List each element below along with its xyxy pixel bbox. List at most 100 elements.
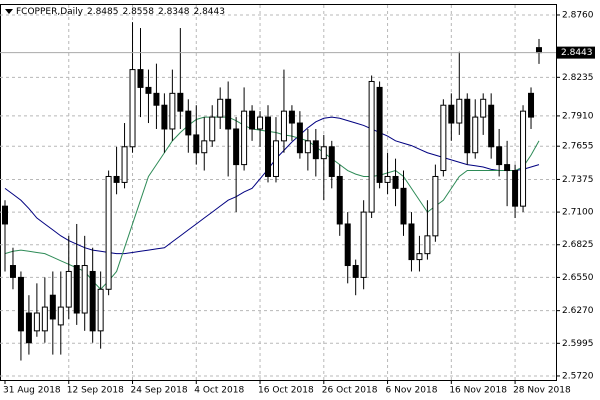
y-tick-label: 2.8235 [562, 73, 594, 83]
x-tick-label: 4 Oct 2018 [194, 386, 244, 396]
y-tick-label: 2.8760 [562, 10, 594, 20]
candles [2, 22, 542, 361]
candle-body [9, 265, 16, 278]
candle-body [97, 288, 104, 332]
candle-body [384, 175, 391, 183]
symbol: FCOPPER,Daily [16, 7, 84, 17]
plot-frame [0, 4, 557, 381]
candle-body [432, 175, 439, 237]
candle-body [360, 211, 367, 278]
candle-body [185, 110, 192, 136]
candle-body [496, 146, 503, 166]
candle-body [25, 312, 32, 344]
candle-body [352, 265, 359, 278]
candle-body [137, 69, 144, 88]
candle-body [408, 223, 415, 261]
candle-body [57, 306, 64, 326]
candle-body [177, 92, 184, 112]
ma-line [4, 116, 540, 255]
candle-body [392, 175, 399, 189]
candle-body [344, 223, 351, 267]
candle-body [2, 205, 8, 225]
candle-body [480, 98, 487, 118]
y-tick-label: 2.5995 [562, 339, 594, 349]
candle-body [304, 140, 311, 154]
x-tick-label: 6 Nov 2018 [386, 386, 438, 396]
x-tick-label: 16 Oct 2018 [258, 386, 314, 396]
candle-body [201, 140, 208, 154]
header-marker [5, 9, 13, 14]
candle-body [272, 140, 279, 177]
candle-body [217, 98, 224, 118]
candle-body [336, 175, 343, 225]
y-tick-label: 2.7100 [562, 208, 594, 218]
y-tick-label: 2.6550 [562, 273, 594, 283]
y-tick-label: 2.5720 [562, 371, 594, 381]
x-tick-label: 31 Aug 2018 [3, 386, 61, 396]
candle-body [249, 110, 256, 130]
y-tick-label: 2.7910 [562, 111, 594, 121]
candle-body [241, 110, 248, 166]
candle-body [65, 270, 72, 308]
candle-body [328, 146, 335, 177]
candle-body [456, 98, 463, 124]
grid [0, 5, 556, 380]
last-low: 2.8348 [158, 7, 190, 17]
candle-body [89, 270, 96, 332]
candle-body [376, 86, 383, 183]
candle-body [400, 187, 407, 225]
candle-body [169, 92, 176, 130]
candle-body [209, 116, 216, 142]
candle-body [193, 134, 200, 154]
x-tick-label: 12 Sep 2018 [67, 386, 124, 396]
candle-body [265, 116, 272, 177]
candle-body [472, 116, 479, 154]
candle-body [73, 265, 80, 314]
candle-body [312, 140, 319, 160]
candle-body [368, 80, 375, 213]
y-tick-label: 2.6825 [562, 240, 594, 250]
candle-body [440, 104, 447, 172]
price-label: 2.8443 [561, 48, 593, 58]
candle-body [280, 110, 287, 142]
last-open: 2.8485 [87, 7, 119, 17]
candle-body [424, 235, 431, 255]
candle-body [288, 110, 295, 124]
candle-body [296, 122, 303, 154]
last-high: 2.8558 [122, 7, 154, 17]
candle-body [416, 253, 423, 261]
x-tick-label: 28 Nov 2018 [513, 386, 571, 396]
y-tick-label: 2.6270 [562, 306, 594, 316]
candle-body [17, 276, 24, 332]
last-close: 2.8443 [193, 7, 225, 17]
candle-body [129, 69, 136, 148]
y-tick-label: 2.7375 [562, 175, 594, 185]
candle-body [105, 175, 112, 290]
candle-body [504, 164, 511, 172]
candle-body [113, 175, 120, 183]
candle-body [33, 312, 40, 332]
candle-body [121, 146, 128, 183]
candle-body [535, 47, 542, 54]
candle-body [528, 92, 535, 118]
y-tick-label: 2.7655 [562, 142, 594, 152]
price-label-box [557, 46, 595, 59]
candle-body [225, 98, 232, 130]
candle-body [320, 146, 327, 160]
x-tick-label: 16 Nov 2018 [449, 386, 507, 396]
candle-body [161, 104, 168, 130]
candle-body [233, 128, 240, 166]
candle-body [153, 92, 160, 106]
candle-body [512, 170, 519, 207]
candle-body [448, 104, 455, 124]
candle-body [41, 306, 48, 332]
chart-title: FCOPPER,Daily 2.8485 2.8558 2.8348 2.8443 [16, 7, 225, 17]
candle-body [257, 116, 264, 130]
candle-body [488, 104, 495, 148]
candle-body [145, 86, 152, 94]
candle-body [81, 265, 88, 314]
x-tick-label: 26 Oct 2018 [322, 386, 378, 396]
x-tick-label: 24 Sep 2018 [131, 386, 188, 396]
candle-body [49, 294, 56, 320]
